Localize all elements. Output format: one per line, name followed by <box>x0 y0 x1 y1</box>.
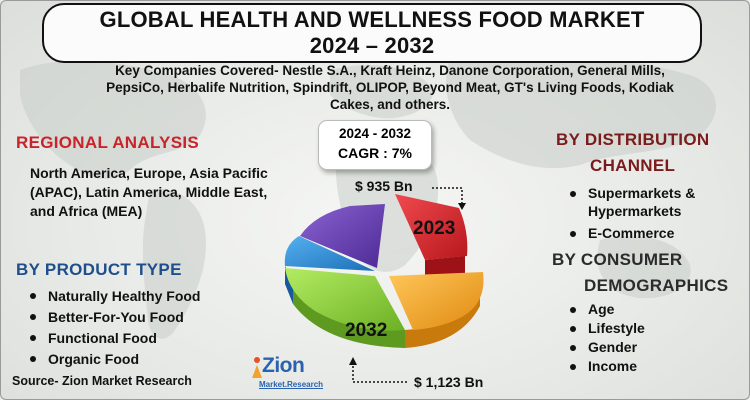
pie-label-2023: 2023 <box>413 218 455 239</box>
distribution-list: Supermarkets & Hypermarkets E-Commerce <box>566 184 736 242</box>
logo-subtext: Market.Research <box>259 380 324 389</box>
cagr-years: 2024 - 2032 <box>338 126 412 141</box>
key-companies-text: Key Companies Covered- Nestle S.A., Kraf… <box>106 63 674 112</box>
list-item: Age <box>566 300 645 319</box>
product-type-list: Naturally Healthy Food Better-For-You Fo… <box>26 286 200 370</box>
list-item: Income <box>566 357 645 376</box>
product-type-heading: BY PRODUCT TYPE <box>16 260 182 279</box>
pie-slice-red-side <box>425 256 465 278</box>
pie-label-2032: 2032 <box>345 320 387 341</box>
distribution-heading-line2: CHANNEL <box>590 156 676 175</box>
distribution-heading: BY DISTRIBUTION <box>556 130 710 149</box>
logo-wordmark: Zion <box>262 354 305 377</box>
list-item: Functional Food <box>26 328 200 349</box>
source-text: Source- Zion Market Research <box>12 374 192 388</box>
logo-person-icon <box>252 357 262 378</box>
list-item: Gender <box>566 338 645 357</box>
arrow-start-icon <box>432 187 466 210</box>
pie-slice-green-side <box>293 286 405 348</box>
list-item: Organic Food <box>26 349 200 370</box>
pie-slice-orange <box>389 272 484 330</box>
regional-analysis-heading: REGIONAL ANALYSIS <box>16 133 200 152</box>
list-item: Supermarkets & Hypermarkets <box>566 184 736 220</box>
list-item: Lifestyle <box>566 319 645 338</box>
pie-slice-blue <box>284 236 375 271</box>
demographics-list: Age Lifestyle Gender Income <box>566 300 645 376</box>
arrow-end-icon <box>349 357 409 383</box>
demographics-heading-line2: DEMOGRAPHICS <box>584 276 729 295</box>
list-item: E-Commerce <box>566 224 736 242</box>
zion-logo: Zion Market.Research <box>252 354 323 396</box>
market-value-start: $ 935 Bn <box>355 178 413 194</box>
market-pie-chart: 2023 2032 <box>284 194 484 348</box>
market-value-end: $ 1,123 Bn <box>414 374 484 390</box>
title-box: GLOBAL HEALTH AND WELLNESS FOOD MARKET 2… <box>42 3 702 63</box>
cagr-box: 2024 - 2032 CAGR : 7% <box>318 120 432 170</box>
page-title: GLOBAL HEALTH AND WELLNESS FOOD MARKET <box>99 7 645 32</box>
title-years: 2024 – 2032 <box>309 33 435 58</box>
demographics-heading: BY CONSUMER <box>552 250 683 269</box>
pie-slice-green <box>285 268 405 331</box>
cagr-value: CAGR : 7% <box>338 145 412 161</box>
list-item: Naturally Healthy Food <box>26 286 200 307</box>
pie-slice-orange-side <box>405 288 480 348</box>
list-item: Better-For-You Food <box>26 307 200 328</box>
pie-slice-purple <box>300 204 385 268</box>
pie-slice-red <box>395 194 468 260</box>
regional-analysis-text: North America, Europe, Asia Pacific (APA… <box>30 165 268 219</box>
